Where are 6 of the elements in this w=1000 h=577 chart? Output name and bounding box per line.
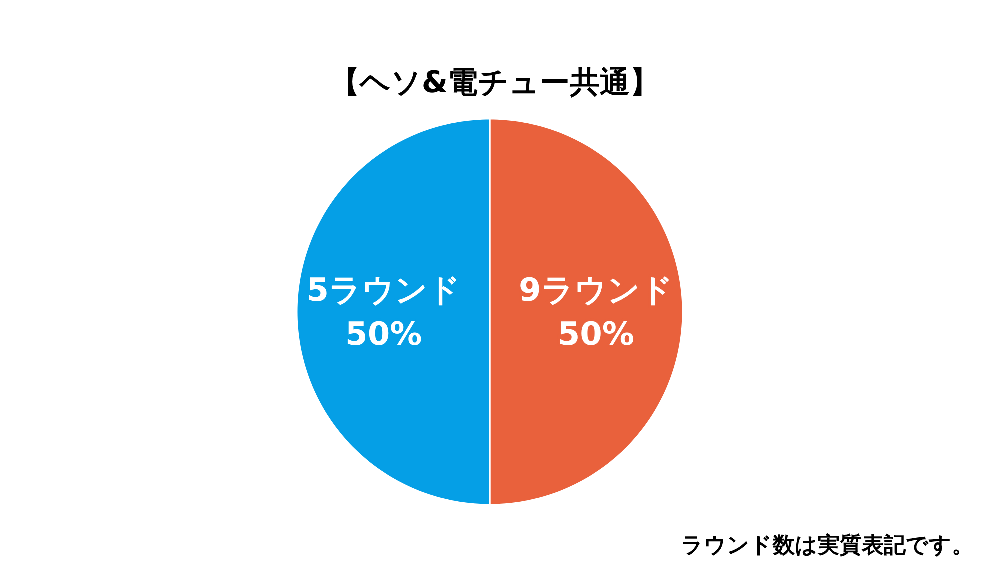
slice-label: 9ラウンド bbox=[519, 271, 674, 309]
text: ラウンド数は実質表記です。 bbox=[681, 532, 974, 558]
data-label: 50% bbox=[558, 315, 634, 353]
chart-title: 【ヘソ&電チュー共通】 bbox=[330, 66, 660, 100]
data-label: 50% bbox=[346, 315, 422, 353]
slice-label: 5ラウンド bbox=[306, 271, 461, 309]
